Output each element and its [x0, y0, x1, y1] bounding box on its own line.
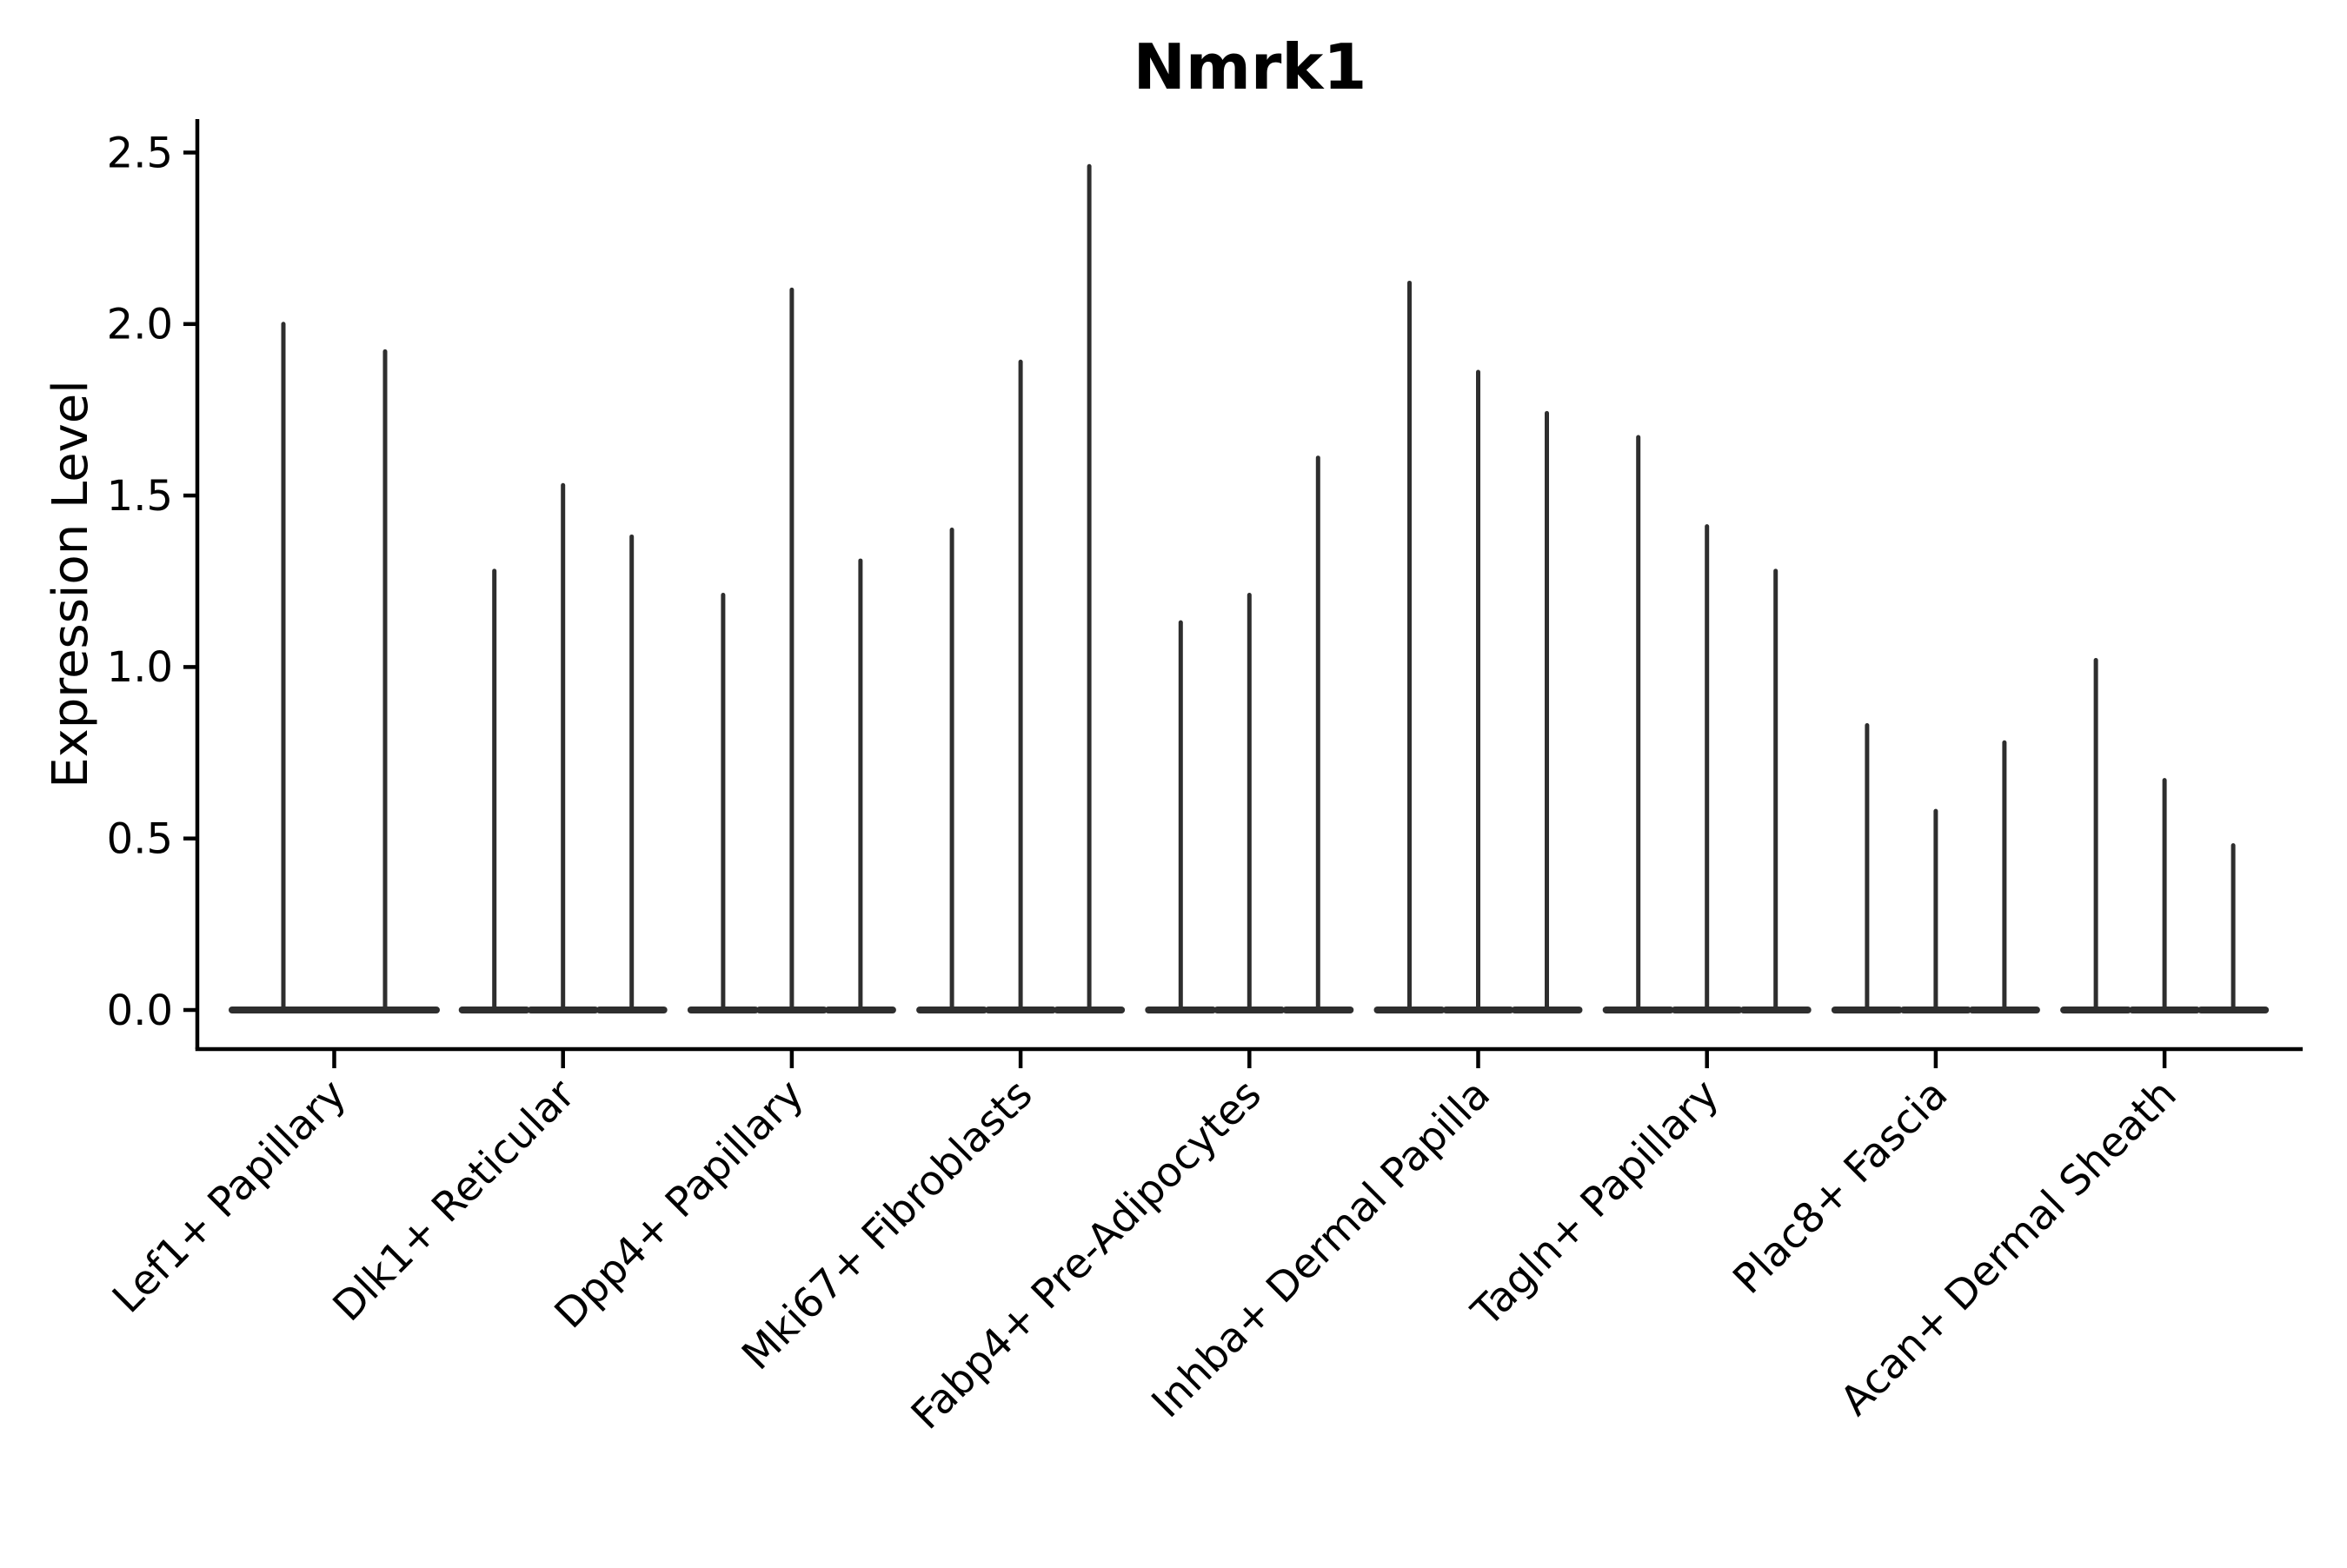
- violin-base: [2197, 1007, 2270, 1013]
- violin-base: [755, 1007, 828, 1013]
- violin-base: [824, 1007, 896, 1013]
- violin-base: [458, 1007, 530, 1013]
- y-tick-label: 1.0: [107, 643, 173, 692]
- violin-base: [1145, 1007, 1217, 1013]
- y-tick-label: 0.0: [107, 987, 173, 1035]
- y-tick-label: 2.5: [107, 129, 173, 177]
- violin-base: [1602, 1007, 1674, 1013]
- violin-base: [595, 1007, 668, 1013]
- violin-base: [1831, 1007, 1903, 1013]
- violin-base: [1054, 1007, 1126, 1013]
- y-tick-label: 0.5: [107, 815, 173, 864]
- violin-base: [330, 1007, 440, 1013]
- violin-base: [1282, 1007, 1354, 1013]
- violin-base: [1442, 1007, 1514, 1013]
- y-tick-label: 1.5: [107, 472, 173, 521]
- chart-title: Nmrk1: [1134, 30, 1367, 103]
- y-axis-label: Expression Level: [43, 380, 99, 788]
- violin-base: [916, 1007, 988, 1013]
- violin-base: [985, 1007, 1057, 1013]
- violin-base: [229, 1007, 338, 1013]
- violin-base: [1739, 1007, 1812, 1013]
- violin-base: [1511, 1007, 1583, 1013]
- y-tick-label: 2.0: [107, 301, 173, 349]
- violin-base: [527, 1007, 599, 1013]
- violin-base: [1373, 1007, 1446, 1013]
- violin-base: [687, 1007, 759, 1013]
- violin-base: [1213, 1007, 1286, 1013]
- violin-base: [2060, 1007, 2132, 1013]
- violin-layer: [229, 163, 2270, 1013]
- violin-base: [1671, 1007, 1743, 1013]
- violin-base: [1899, 1007, 1971, 1013]
- violin-base: [1968, 1007, 2040, 1013]
- violin-base: [2129, 1007, 2201, 1013]
